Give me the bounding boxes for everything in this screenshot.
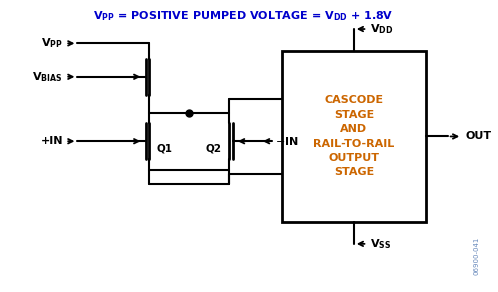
Text: +IN: +IN bbox=[40, 136, 63, 146]
Bar bbox=[282, 51, 426, 223]
Text: $\mathbf{V_{DD}}$: $\mathbf{V_{DD}}$ bbox=[370, 22, 393, 36]
Text: 06900-041: 06900-041 bbox=[474, 237, 480, 275]
Text: Q2: Q2 bbox=[206, 143, 222, 153]
Text: $-$IN: $-$IN bbox=[274, 135, 298, 147]
Text: OUT: OUT bbox=[466, 131, 492, 141]
Text: $\mathbf{V_{PP}}$ = POSITIVE PUMPED VOLTAGE = $\mathbf{V_{DD}}$ + 1.8V: $\mathbf{V_{PP}}$ = POSITIVE PUMPED VOLT… bbox=[93, 9, 393, 23]
Text: CASCODE
STAGE
AND
RAIL-TO-RAIL
OUTPUT
STAGE: CASCODE STAGE AND RAIL-TO-RAIL OUTPUT ST… bbox=[313, 95, 394, 178]
Text: Q1: Q1 bbox=[157, 143, 173, 153]
Text: $\mathbf{V_{BIAS}}$: $\mathbf{V_{BIAS}}$ bbox=[32, 70, 63, 84]
Text: $\mathbf{V_{PP}}$: $\mathbf{V_{PP}}$ bbox=[41, 36, 63, 50]
Text: $\mathbf{V_{SS}}$: $\mathbf{V_{SS}}$ bbox=[370, 237, 391, 251]
